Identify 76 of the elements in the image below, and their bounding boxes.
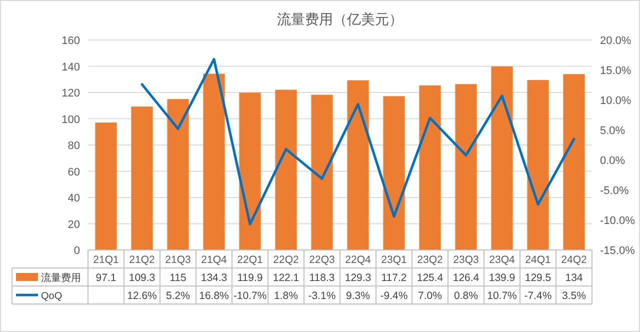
x-tick-label: 21Q3 [165,254,192,266]
data-label: 12.6% [127,290,157,302]
data-label: 0.8% [454,290,478,302]
bar [383,96,405,250]
bar [95,122,117,250]
y-tick-label: 40 [68,192,80,204]
bar [491,66,513,250]
y-tick-label: 60 [68,166,80,178]
bar [167,99,189,250]
bar [311,94,333,250]
data-label: 7.0% [418,290,442,302]
bar [347,80,369,250]
x-tick-label: 21Q2 [129,254,156,266]
data-label: 129.5 [524,272,552,284]
data-label: 122.1 [272,272,300,284]
data-label: -3.1% [308,290,336,302]
data-label: 9.3% [346,290,370,302]
data-label: 3.5% [562,290,586,302]
data-label: 129.3 [344,272,372,284]
data-label: 119.9 [237,272,263,284]
data-label: 109.3 [128,272,156,284]
y2-tick-label: 15.0% [600,65,632,77]
x-tick-label: 23Q4 [489,254,516,266]
y2-tick-label: 0.0% [600,155,626,167]
data-label: 126.4 [452,272,480,284]
y2-tick-label: -5.0% [600,185,629,197]
y-tick-label: 140 [62,61,80,74]
legend-label: QoQ [41,291,62,302]
x-tick-label: 22Q1 [237,254,264,266]
data-label: 118.3 [309,272,335,284]
x-tick-label: 22Q3 [309,254,336,266]
x-tick-label: 23Q2 [417,254,444,266]
bar [455,84,477,250]
data-label: -7.4% [524,290,552,302]
y-tick-label: 160 [62,35,80,47]
bar [203,74,225,250]
data-label: 97.1 [96,272,116,284]
bar [275,90,297,250]
data-label: 134.3 [200,272,228,284]
x-tick-label: 24Q2 [561,254,588,266]
x-tick-label: 21Q4 [201,254,228,266]
data-label: 1.8% [274,290,298,302]
y-tick-label: 80 [68,140,80,152]
x-tick-label: 23Q1 [381,254,408,266]
legend-label: 流量费用 [41,272,81,284]
data-label: 125.4 [416,272,444,284]
x-tick-label: 24Q1 [525,254,552,266]
x-tick-label: 23Q3 [453,254,480,266]
y2-tick-label: 5.0% [600,125,626,137]
y2-tick-label: -15.0% [600,245,636,257]
data-label: 134 [565,272,583,284]
bar [239,92,261,250]
data-label: 5.2% [166,290,190,302]
y2-tick-label: 10.0% [600,95,632,107]
bar [527,80,549,250]
y-tick-label: 120 [62,88,80,100]
y-tick-label: 20 [68,218,80,231]
line-series [140,58,576,226]
y-tick-label: 0 [74,245,80,257]
data-label: 139.9 [488,272,516,284]
x-tick-label: 22Q2 [273,254,300,266]
bar [419,85,441,250]
x-tick-label: 21Q1 [93,254,120,266]
data-label: 115 [170,272,187,284]
chart-title: 流量费用（亿美元） [277,11,403,27]
bar [563,74,585,250]
x-tick-label: 22Q4 [345,254,372,266]
data-label: -10.7% [233,290,267,302]
y2-tick-label: 20.0% [600,35,632,47]
y-tick-label: 100 [62,114,80,126]
data-label: -9.4% [380,290,408,302]
data-label: 16.8% [199,290,229,302]
bar [131,106,153,250]
data-label: 117.2 [381,272,407,284]
y2-tick-label: -10.0% [600,215,636,227]
data-label: 10.7% [487,290,517,302]
